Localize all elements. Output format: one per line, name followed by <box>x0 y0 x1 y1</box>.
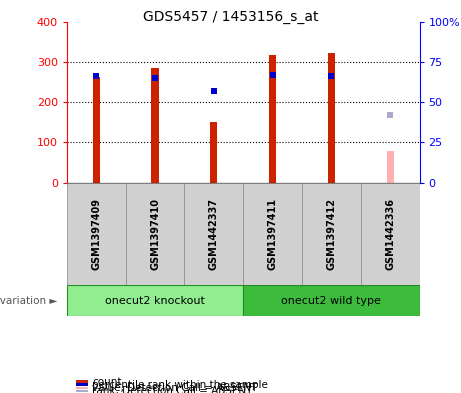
Bar <box>67 285 243 316</box>
Text: value, Detection Call = ABSENT: value, Detection Call = ABSENT <box>92 383 258 393</box>
Bar <box>76 384 88 386</box>
Text: GSM1397410: GSM1397410 <box>150 198 160 270</box>
Bar <box>302 183 361 285</box>
Text: GSM1397412: GSM1397412 <box>326 198 337 270</box>
Text: percentile rank within the sample: percentile rank within the sample <box>92 380 268 390</box>
Bar <box>243 183 302 285</box>
Bar <box>184 183 243 285</box>
Bar <box>125 183 184 285</box>
Bar <box>76 390 88 392</box>
Bar <box>76 380 88 383</box>
Bar <box>361 183 420 285</box>
Text: onecut2 wild type: onecut2 wild type <box>281 296 381 306</box>
Bar <box>93 77 100 183</box>
Text: GDS5457 / 1453156_s_at: GDS5457 / 1453156_s_at <box>143 10 318 24</box>
Text: count: count <box>92 376 122 386</box>
Bar <box>243 285 420 316</box>
Text: genotype/variation ►: genotype/variation ► <box>0 296 58 306</box>
Bar <box>328 53 335 183</box>
Bar <box>67 183 125 285</box>
Text: rank, Detection Call = ABSENT: rank, Detection Call = ABSENT <box>92 386 253 393</box>
Bar <box>269 55 276 183</box>
Bar <box>387 151 394 183</box>
Text: onecut2 knockout: onecut2 knockout <box>105 296 205 306</box>
Text: GSM1397409: GSM1397409 <box>91 198 101 270</box>
Bar <box>210 122 217 183</box>
Text: GSM1442337: GSM1442337 <box>209 198 219 270</box>
Bar <box>76 387 88 389</box>
Text: GSM1442336: GSM1442336 <box>385 198 395 270</box>
Text: GSM1397411: GSM1397411 <box>267 198 278 270</box>
Bar <box>152 68 159 183</box>
